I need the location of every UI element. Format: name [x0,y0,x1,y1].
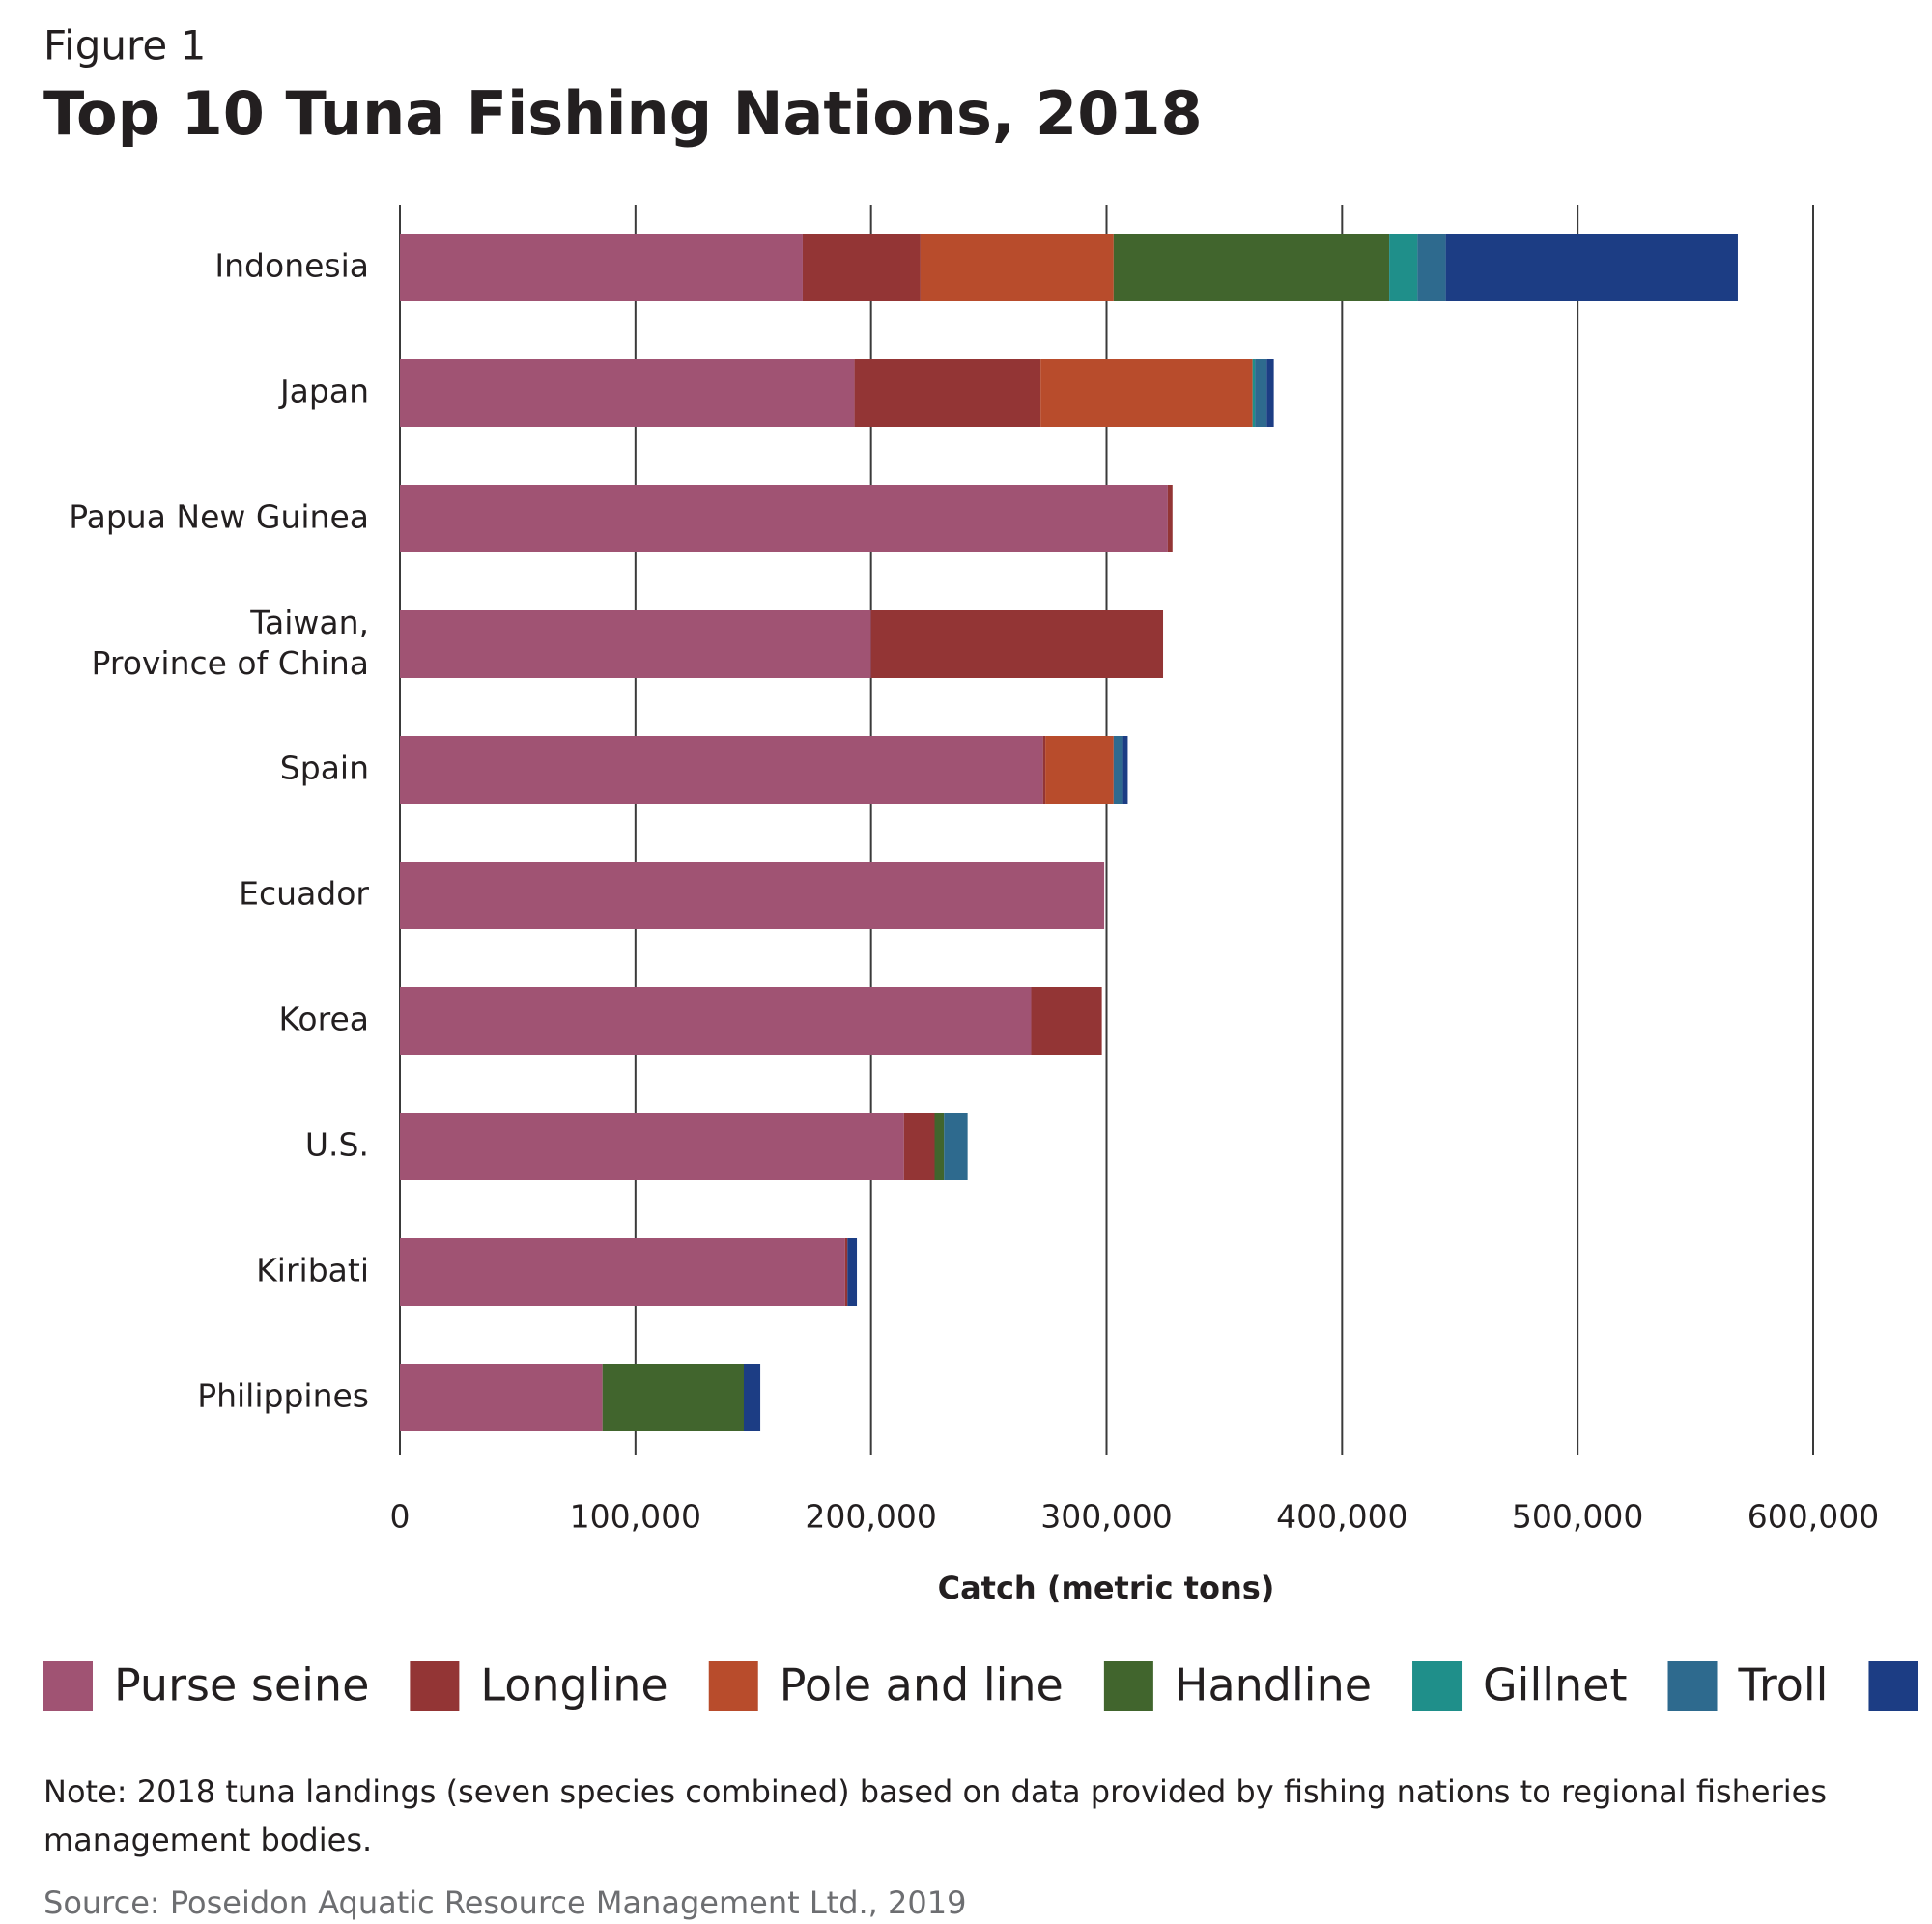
legend-swatch [1868,1661,1918,1711]
bar-segment [1167,485,1173,552]
bar-segment [602,1364,744,1431]
bar-segment [1045,736,1114,804]
bar-segment [870,610,1164,678]
y-tick-label: Indonesia [214,247,369,285]
legend-label: Gillnet [1483,1659,1627,1712]
y-tick-label: Kiribati [256,1252,369,1289]
x-tick-label: 0 [390,1498,411,1536]
bar-segment [903,1113,935,1180]
grid: 0 100,000 200,000 300,000 400,000 500,000 600,… [390,205,1879,1536]
x-tick-label: 100,000 [570,1498,701,1536]
bar-segment [1252,359,1256,427]
chart: Figure 1 Top 10 Tuna Fishing Nations, 20… [43,22,1918,1712]
legend-label: Handline [1175,1659,1372,1712]
bar-segment [1031,987,1102,1055]
bar-segment [1042,736,1046,804]
x-tick-label: 400,000 [1276,1498,1407,1536]
bar-segment [944,1113,968,1180]
y-tick-label: Japan [278,373,369,410]
bar-segment [1266,359,1274,427]
bar-segment [400,234,803,301]
legend-label: Longline [480,1659,668,1712]
y-tick-label: Korea [278,1001,369,1038]
y-tick-label: Taiwan, Province of China [92,604,369,682]
legend-label: Pole and line [780,1659,1064,1712]
legend-swatch [1667,1661,1718,1711]
bar-segment [1255,359,1267,427]
bar-segment [934,1113,945,1180]
bar-segment [847,1238,858,1306]
legend-swatch [1103,1661,1153,1711]
bar-segment [400,1364,603,1431]
bars: Indonesia Japan Papua New Guinea Taiwan, Pro… [69,234,1738,1431]
legend-swatch [410,1661,460,1711]
chart-title: Top 10 Tuna Fishing Nations, 2018 [43,78,1203,149]
bar-segment [920,234,1114,301]
bar-segment [1122,736,1128,804]
x-tick-label: 500,000 [1512,1498,1643,1536]
x-axis-label: Catch (metric tons) [938,1570,1275,1606]
bar-segment [400,736,1043,804]
bar-segment [1113,736,1123,804]
legend-swatch [1412,1661,1463,1711]
bar-segment [400,1238,845,1306]
note: Note: 2018 tuna landings (seven species … [43,1773,1828,1858]
bar-segment [1040,359,1253,427]
bar-segment [400,1113,904,1180]
legend-label: Purse seine [114,1659,369,1712]
bar-segment [1417,234,1446,301]
bar-segment [400,359,855,427]
bar-segment [743,1364,761,1431]
y-tick-label: U.S. [305,1126,369,1164]
bar-segment [400,485,1168,552]
source: Source: Poseidon Aquatic Resource Manage… [43,1884,967,1921]
figure-label: Figure 1 [43,22,206,70]
bar-segment [854,359,1041,427]
y-tick-label: Philippines [197,1377,369,1415]
bar-segment [1445,234,1738,301]
bar-segment [844,1238,848,1306]
legend-swatch [708,1661,758,1711]
x-tick-label: 300,000 [1040,1498,1172,1536]
legend: Purse seine Longline Pole and line Handline… [43,1659,1918,1712]
x-tick-label: 600,000 [1747,1498,1879,1536]
bar-segment [400,610,871,678]
y-tick-label: Spain [280,750,369,787]
bar-segment [400,862,1105,929]
y-tick-label: Ecuador [239,875,369,913]
bar-segment [1389,234,1418,301]
bar-segment [802,234,921,301]
y-tick-label: Papua New Guinea [69,498,369,536]
bar-segment [1113,234,1390,301]
legend-swatch [43,1661,93,1711]
legend-label: Troll [1738,1659,1829,1712]
x-tick-label: 200,000 [805,1498,936,1536]
bar-segment [400,987,1032,1055]
